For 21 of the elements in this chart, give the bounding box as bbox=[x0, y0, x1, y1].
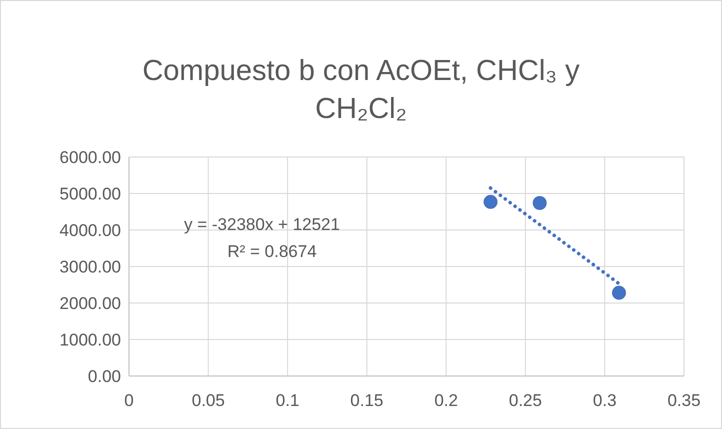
x-tick-label: 0.3 bbox=[592, 391, 617, 410]
y-tick-label: 2000.00 bbox=[60, 294, 121, 313]
y-tick-label: 1000.00 bbox=[60, 330, 121, 350]
y-tick-label: 4000.00 bbox=[60, 220, 121, 240]
chart-title: Compuesto b con AcOEt, CHCl₃ y CH₂Cl₂ bbox=[142, 55, 580, 125]
x-tick-label: 0 bbox=[124, 391, 134, 410]
point bbox=[484, 194, 498, 209]
x-tick-label: 0.15 bbox=[350, 391, 384, 410]
annotation: y = -32380x + 12521 bbox=[184, 215, 340, 234]
y-tick-label: 6000.00 bbox=[60, 148, 121, 167]
x-tick-label: 0.25 bbox=[508, 391, 542, 410]
annotation: R² = 0.8674 bbox=[227, 242, 317, 261]
x-tick-label: 0.1 bbox=[276, 391, 300, 410]
y-tick-label: 5000.00 bbox=[60, 184, 121, 204]
point bbox=[612, 286, 626, 300]
x-tick-label: 0.05 bbox=[192, 391, 225, 410]
point bbox=[532, 196, 547, 210]
y-tick-label: 0.00 bbox=[88, 366, 121, 386]
x-tick-label: 0.35 bbox=[667, 391, 701, 410]
x-tick-label: 0.2 bbox=[434, 391, 458, 410]
y-tick-label: 3000.00 bbox=[60, 257, 121, 276]
